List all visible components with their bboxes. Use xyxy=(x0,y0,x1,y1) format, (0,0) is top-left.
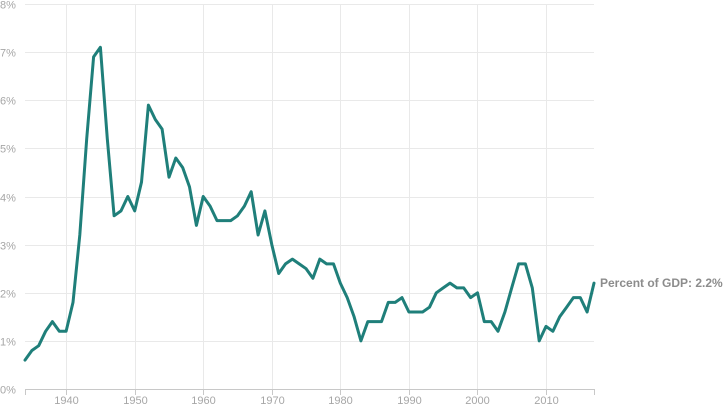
end-value-annotation: Percent of GDP: 2.2% xyxy=(600,276,723,290)
x-axis-labels: 1940 1950 1960 1970 1980 1990 2000 2010 xyxy=(54,395,558,407)
y-tick-label: 4% xyxy=(0,193,16,205)
y-tick-label: 0% xyxy=(0,385,16,397)
y-tick-label: 3% xyxy=(0,241,16,253)
x-axis xyxy=(25,389,595,395)
x-tick-label: 1970 xyxy=(260,395,284,407)
x-tick-label: 1950 xyxy=(123,395,147,407)
y-tick-label: 6% xyxy=(0,96,16,108)
y-tick-label: 5% xyxy=(0,144,16,156)
gridlines xyxy=(25,4,594,389)
x-tick-label: 1980 xyxy=(328,395,352,407)
y-axis-labels: 0% 1% 2% 3% 4% 5% 6% 7% 8% xyxy=(0,0,16,397)
x-tick-label: 1990 xyxy=(397,395,421,407)
y-tick-label: 7% xyxy=(0,48,16,60)
y-tick-label: 1% xyxy=(0,337,16,349)
x-tick-label: 2010 xyxy=(534,395,558,407)
y-tick-label: 8% xyxy=(0,0,16,12)
x-tick-label: 2000 xyxy=(465,395,489,407)
series-line-percent-of-gdp xyxy=(23,45,596,362)
y-tick-label: 2% xyxy=(0,289,16,301)
x-tick-label: 1960 xyxy=(191,395,215,407)
x-tick-label: 1940 xyxy=(54,395,78,407)
